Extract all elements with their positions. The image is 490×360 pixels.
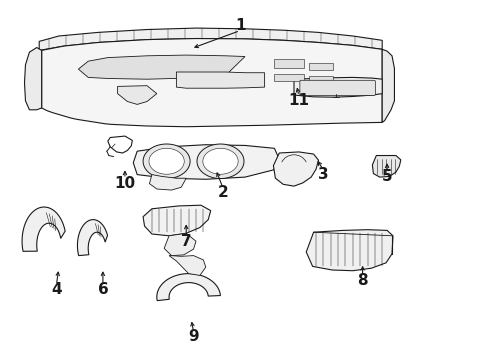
Text: 7: 7 — [181, 234, 192, 249]
Text: 6: 6 — [98, 282, 108, 297]
Polygon shape — [164, 233, 196, 256]
Polygon shape — [197, 144, 244, 179]
Text: 8: 8 — [357, 273, 368, 288]
Polygon shape — [78, 55, 245, 79]
Polygon shape — [118, 86, 157, 104]
Polygon shape — [77, 220, 107, 256]
Polygon shape — [143, 205, 211, 236]
Polygon shape — [39, 28, 382, 50]
Polygon shape — [382, 49, 394, 122]
Text: 3: 3 — [318, 167, 329, 182]
Text: 1: 1 — [235, 18, 245, 33]
Polygon shape — [273, 152, 318, 186]
Polygon shape — [143, 144, 190, 179]
Text: 10: 10 — [114, 176, 136, 191]
Bar — [274, 59, 304, 68]
Bar — [309, 63, 333, 70]
Text: 9: 9 — [188, 329, 199, 344]
Polygon shape — [157, 274, 220, 301]
Polygon shape — [149, 148, 184, 174]
Polygon shape — [372, 156, 401, 177]
Bar — [309, 76, 333, 82]
Polygon shape — [24, 48, 42, 110]
Text: 4: 4 — [51, 282, 62, 297]
Polygon shape — [203, 148, 238, 174]
Polygon shape — [133, 145, 279, 179]
FancyBboxPatch shape — [300, 80, 375, 95]
Polygon shape — [108, 136, 132, 153]
Polygon shape — [22, 207, 65, 251]
Polygon shape — [149, 175, 186, 190]
Text: 2: 2 — [218, 185, 228, 200]
Text: 5: 5 — [382, 169, 392, 184]
Bar — [274, 74, 304, 81]
Polygon shape — [306, 230, 393, 271]
Polygon shape — [169, 256, 206, 275]
Polygon shape — [42, 39, 382, 127]
Polygon shape — [294, 77, 382, 97]
Text: 11: 11 — [289, 93, 309, 108]
Polygon shape — [176, 72, 265, 88]
